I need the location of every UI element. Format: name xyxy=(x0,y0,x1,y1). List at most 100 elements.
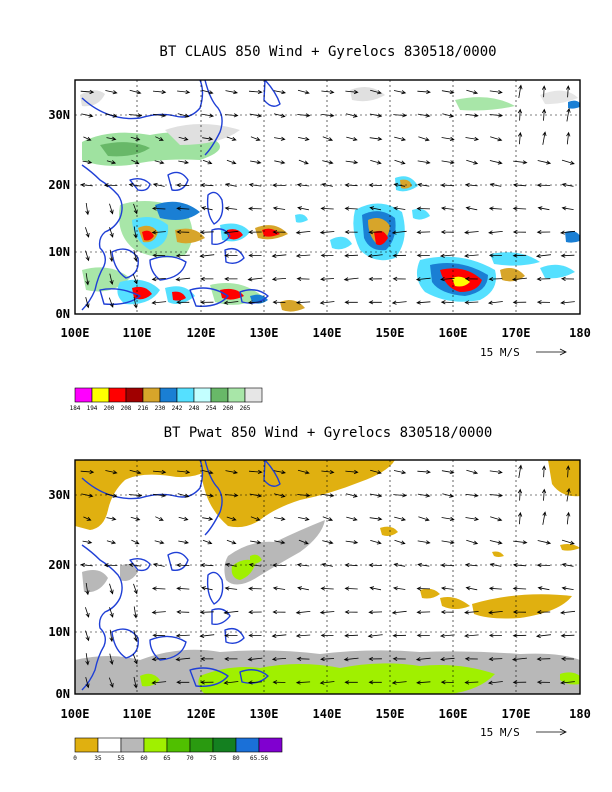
wind-vector xyxy=(321,562,333,567)
wind-vector xyxy=(393,562,406,567)
wind-vector xyxy=(272,229,286,235)
wind-vector xyxy=(415,277,431,282)
wind-vector xyxy=(128,113,143,118)
wind-vector xyxy=(541,85,547,98)
wind-vector xyxy=(345,89,359,95)
wind-vector xyxy=(133,583,138,595)
wind-vector xyxy=(321,493,335,498)
wind-vector xyxy=(248,610,262,615)
wind-vector xyxy=(369,493,383,498)
wind-vector xyxy=(517,488,523,501)
panel-2-colorbar: 0 35 55 60 65 70 75 80 65.56 xyxy=(73,737,283,762)
wind-vector xyxy=(370,160,382,165)
wind-vector xyxy=(343,657,359,662)
wind-vector xyxy=(155,136,164,141)
wind-vector xyxy=(487,300,503,305)
wind-vector xyxy=(466,159,479,165)
colorbar-label: 200 xyxy=(104,405,115,412)
wind-vector xyxy=(295,633,311,638)
wind-vector xyxy=(248,253,262,258)
wind-vector xyxy=(83,136,92,141)
wind-vector xyxy=(298,136,310,141)
wind-vector xyxy=(345,469,359,475)
wind-vector xyxy=(296,276,310,281)
colorbar-swatch xyxy=(244,387,263,403)
wind-vector xyxy=(108,297,114,308)
wind-vector xyxy=(536,183,551,188)
colorbar-label: 75 xyxy=(209,755,217,762)
panel-1-title: BT CLAUS 850 Wind + Gyrelocs 830518/0000 xyxy=(159,44,496,60)
panel-1-cloud-shading xyxy=(80,86,580,312)
lat-label-10n: 10N xyxy=(48,245,70,259)
lat-label-0n: 0N xyxy=(56,307,70,321)
wind-vector xyxy=(298,539,309,545)
colorbar-swatch xyxy=(143,737,168,753)
wind-vector xyxy=(85,607,90,618)
wind-vector xyxy=(151,277,166,282)
panel-2-frame xyxy=(74,459,581,695)
colorbar-label: 0 xyxy=(73,755,77,762)
wind-vector xyxy=(440,657,455,662)
wind-vector xyxy=(393,90,407,95)
wind-vector xyxy=(442,493,454,498)
panel-1-map xyxy=(74,79,581,315)
panel-1-reference-vector: 15 M/S xyxy=(480,346,567,359)
wind-vector xyxy=(296,562,310,568)
lon-label: 130E xyxy=(250,707,279,721)
wind-vector xyxy=(517,108,523,121)
panel-2-lat-labels: 30N 20N 10N 0N xyxy=(48,488,70,701)
wind-vector xyxy=(322,160,334,165)
lon-label: 160E xyxy=(439,707,468,721)
wind-vector xyxy=(128,493,143,498)
colorbar-swatch xyxy=(97,737,122,753)
wind-vector xyxy=(344,253,359,258)
wind-vector xyxy=(226,516,237,521)
wind-vector xyxy=(176,206,190,211)
wind-vector xyxy=(151,300,167,305)
wind-vector xyxy=(273,493,286,498)
colorbar-swatch xyxy=(74,737,99,753)
reference-vector-arrowhead xyxy=(559,348,567,356)
wind-vector xyxy=(393,113,407,118)
wind-vector xyxy=(250,516,261,521)
wind-vector xyxy=(511,277,527,282)
wind-vector xyxy=(465,206,478,211)
wind-vector xyxy=(368,230,383,235)
wind-vector xyxy=(560,253,575,258)
wind-vector xyxy=(224,276,238,281)
wind-vector xyxy=(416,253,430,258)
wind-vector xyxy=(176,183,190,188)
wind-vector xyxy=(418,136,430,142)
lon-label: 140E xyxy=(313,326,342,340)
wind-vector xyxy=(320,276,335,282)
wind-vector xyxy=(536,656,551,662)
wind-vector xyxy=(368,276,382,282)
wind-vector xyxy=(561,586,574,591)
wind-vector xyxy=(489,540,503,545)
wind-vector xyxy=(368,680,382,685)
wind-vector xyxy=(321,113,335,118)
wind-vector xyxy=(393,493,407,498)
wind-vector xyxy=(417,182,430,188)
wind-vector xyxy=(225,90,239,95)
wind-vector xyxy=(367,253,383,258)
wind-vector xyxy=(272,586,286,591)
colorbar-swatch xyxy=(142,387,161,403)
wind-vector xyxy=(464,276,478,281)
reference-vector-label: 15 M/S xyxy=(480,346,520,359)
wind-vector xyxy=(417,562,430,568)
wind-vector xyxy=(488,610,503,615)
wind-vector xyxy=(319,300,335,305)
wind-vector xyxy=(201,469,214,475)
wind-vector xyxy=(440,183,455,188)
wind-vector xyxy=(247,680,262,685)
wind-vector xyxy=(512,586,527,591)
wind-vector xyxy=(561,182,574,188)
wind-vector xyxy=(248,230,262,235)
wind-vector xyxy=(344,206,358,211)
wind-vector xyxy=(175,277,191,282)
panel-2-title: BT Pwat 850 Wind + Gyrelocs 830518/0000 xyxy=(164,425,493,441)
wind-vector xyxy=(175,633,190,638)
wind-vector xyxy=(512,633,527,638)
